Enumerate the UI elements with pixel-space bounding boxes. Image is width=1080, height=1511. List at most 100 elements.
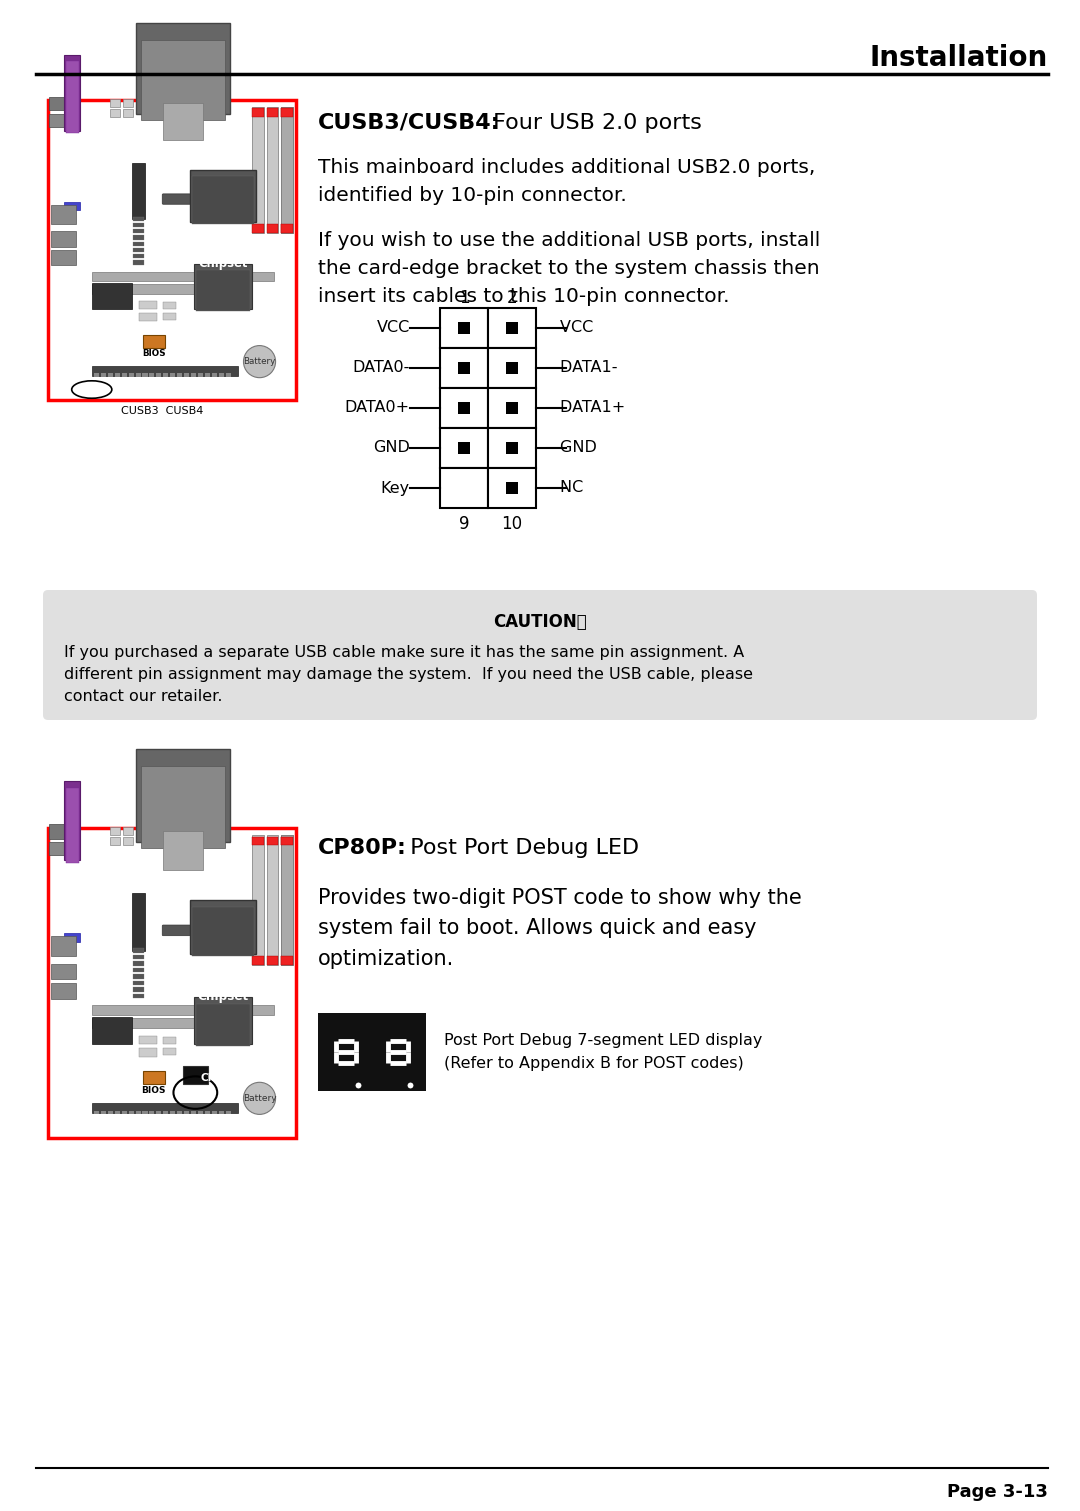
Bar <box>440 348 488 388</box>
Bar <box>129 373 134 376</box>
Bar <box>123 837 133 845</box>
Bar <box>177 373 183 376</box>
Bar <box>135 23 230 113</box>
Bar <box>139 313 158 322</box>
Bar <box>267 107 279 233</box>
Bar <box>191 373 197 376</box>
Text: DATA0-: DATA0- <box>353 361 410 376</box>
FancyBboxPatch shape <box>162 925 204 935</box>
Bar <box>458 443 470 453</box>
Text: —GND: —GND <box>544 441 597 455</box>
Bar <box>50 113 70 127</box>
Bar <box>133 236 144 240</box>
Text: Page 3-13: Page 3-13 <box>947 1482 1048 1500</box>
Bar <box>133 242 144 246</box>
Bar <box>163 1049 176 1055</box>
Bar <box>205 1111 210 1114</box>
Bar <box>318 1012 426 1091</box>
Bar <box>143 335 165 348</box>
Bar <box>507 322 518 334</box>
Bar <box>66 787 79 863</box>
Bar <box>133 216 144 221</box>
Bar <box>440 388 488 428</box>
Bar <box>133 254 144 258</box>
Bar <box>163 313 176 320</box>
Bar <box>282 107 293 233</box>
Text: 10: 10 <box>501 515 523 533</box>
Circle shape <box>243 346 275 378</box>
Bar <box>253 956 264 966</box>
Bar <box>135 373 140 376</box>
Text: Fintek
Ala Chip: Fintek Ala Chip <box>93 313 130 331</box>
Bar <box>141 39 225 119</box>
Bar <box>133 961 144 966</box>
Bar <box>212 1111 217 1114</box>
Text: Battery: Battery <box>243 1094 276 1103</box>
Bar <box>163 831 203 870</box>
Circle shape <box>243 1082 275 1115</box>
Bar <box>488 348 536 388</box>
Text: BIOS: BIOS <box>141 349 165 358</box>
Bar <box>218 1111 224 1114</box>
Bar <box>226 1111 231 1114</box>
Bar <box>51 964 77 979</box>
Text: BIOS: BIOS <box>141 1086 166 1095</box>
Bar <box>133 949 144 953</box>
Bar <box>48 828 296 1138</box>
Text: Post Port Debug LED: Post Port Debug LED <box>396 839 639 858</box>
Bar <box>282 956 293 966</box>
Bar <box>139 1049 158 1056</box>
Bar <box>64 934 80 941</box>
Bar <box>139 1035 158 1044</box>
Bar <box>267 837 279 845</box>
Text: —VCC: —VCC <box>544 320 593 335</box>
Bar <box>507 482 518 494</box>
Bar <box>440 428 488 468</box>
Bar <box>135 1111 140 1114</box>
Bar <box>488 388 536 428</box>
Bar <box>133 230 144 233</box>
Bar <box>51 984 77 999</box>
Bar <box>50 843 70 855</box>
Bar <box>157 1111 161 1114</box>
Text: Intel
945P/945PL
Chipset: Intel 945P/945PL Chipset <box>184 959 262 1003</box>
Bar <box>282 837 293 845</box>
Bar <box>149 373 154 376</box>
Bar <box>141 766 225 848</box>
Text: Provides two-digit POST code to show why the
system fail to boot. Allows quick a: Provides two-digit POST code to show why… <box>318 888 801 969</box>
Text: Intel
ICHT
Chipset: Intel ICHT Chipset <box>202 314 245 348</box>
Bar <box>132 163 145 219</box>
Bar <box>135 748 230 843</box>
Bar <box>226 373 231 376</box>
Bar <box>218 373 224 376</box>
Bar <box>92 283 132 310</box>
Bar <box>163 373 168 376</box>
Bar <box>194 997 253 1044</box>
Bar <box>51 231 77 246</box>
Bar <box>507 363 518 375</box>
Bar <box>197 270 251 311</box>
Bar <box>123 828 133 836</box>
Bar <box>50 97 70 110</box>
Bar <box>163 1111 168 1114</box>
Text: Fintek
Ala Chip: Fintek Ala Chip <box>93 1047 131 1067</box>
Bar <box>64 202 80 210</box>
Text: 2: 2 <box>507 289 517 307</box>
Bar <box>149 1111 154 1114</box>
Bar <box>282 224 293 233</box>
Bar <box>267 836 279 966</box>
Bar <box>114 1111 120 1114</box>
Bar <box>133 994 144 999</box>
Bar <box>197 1003 251 1047</box>
Bar <box>133 975 144 979</box>
Bar <box>94 1111 99 1114</box>
FancyBboxPatch shape <box>43 589 1037 721</box>
Bar <box>51 204 77 224</box>
Text: —DATA1-: —DATA1- <box>544 361 618 376</box>
Bar <box>92 366 238 376</box>
Bar <box>191 1111 197 1114</box>
Text: Four USB 2.0 ports: Four USB 2.0 ports <box>486 113 702 133</box>
Text: If you wish to use the additional USB ports, install
the card-edge bracket to th: If you wish to use the additional USB po… <box>318 231 820 307</box>
Text: CUSB3/CUSB4:: CUSB3/CUSB4: <box>318 113 500 133</box>
Bar <box>133 222 144 227</box>
